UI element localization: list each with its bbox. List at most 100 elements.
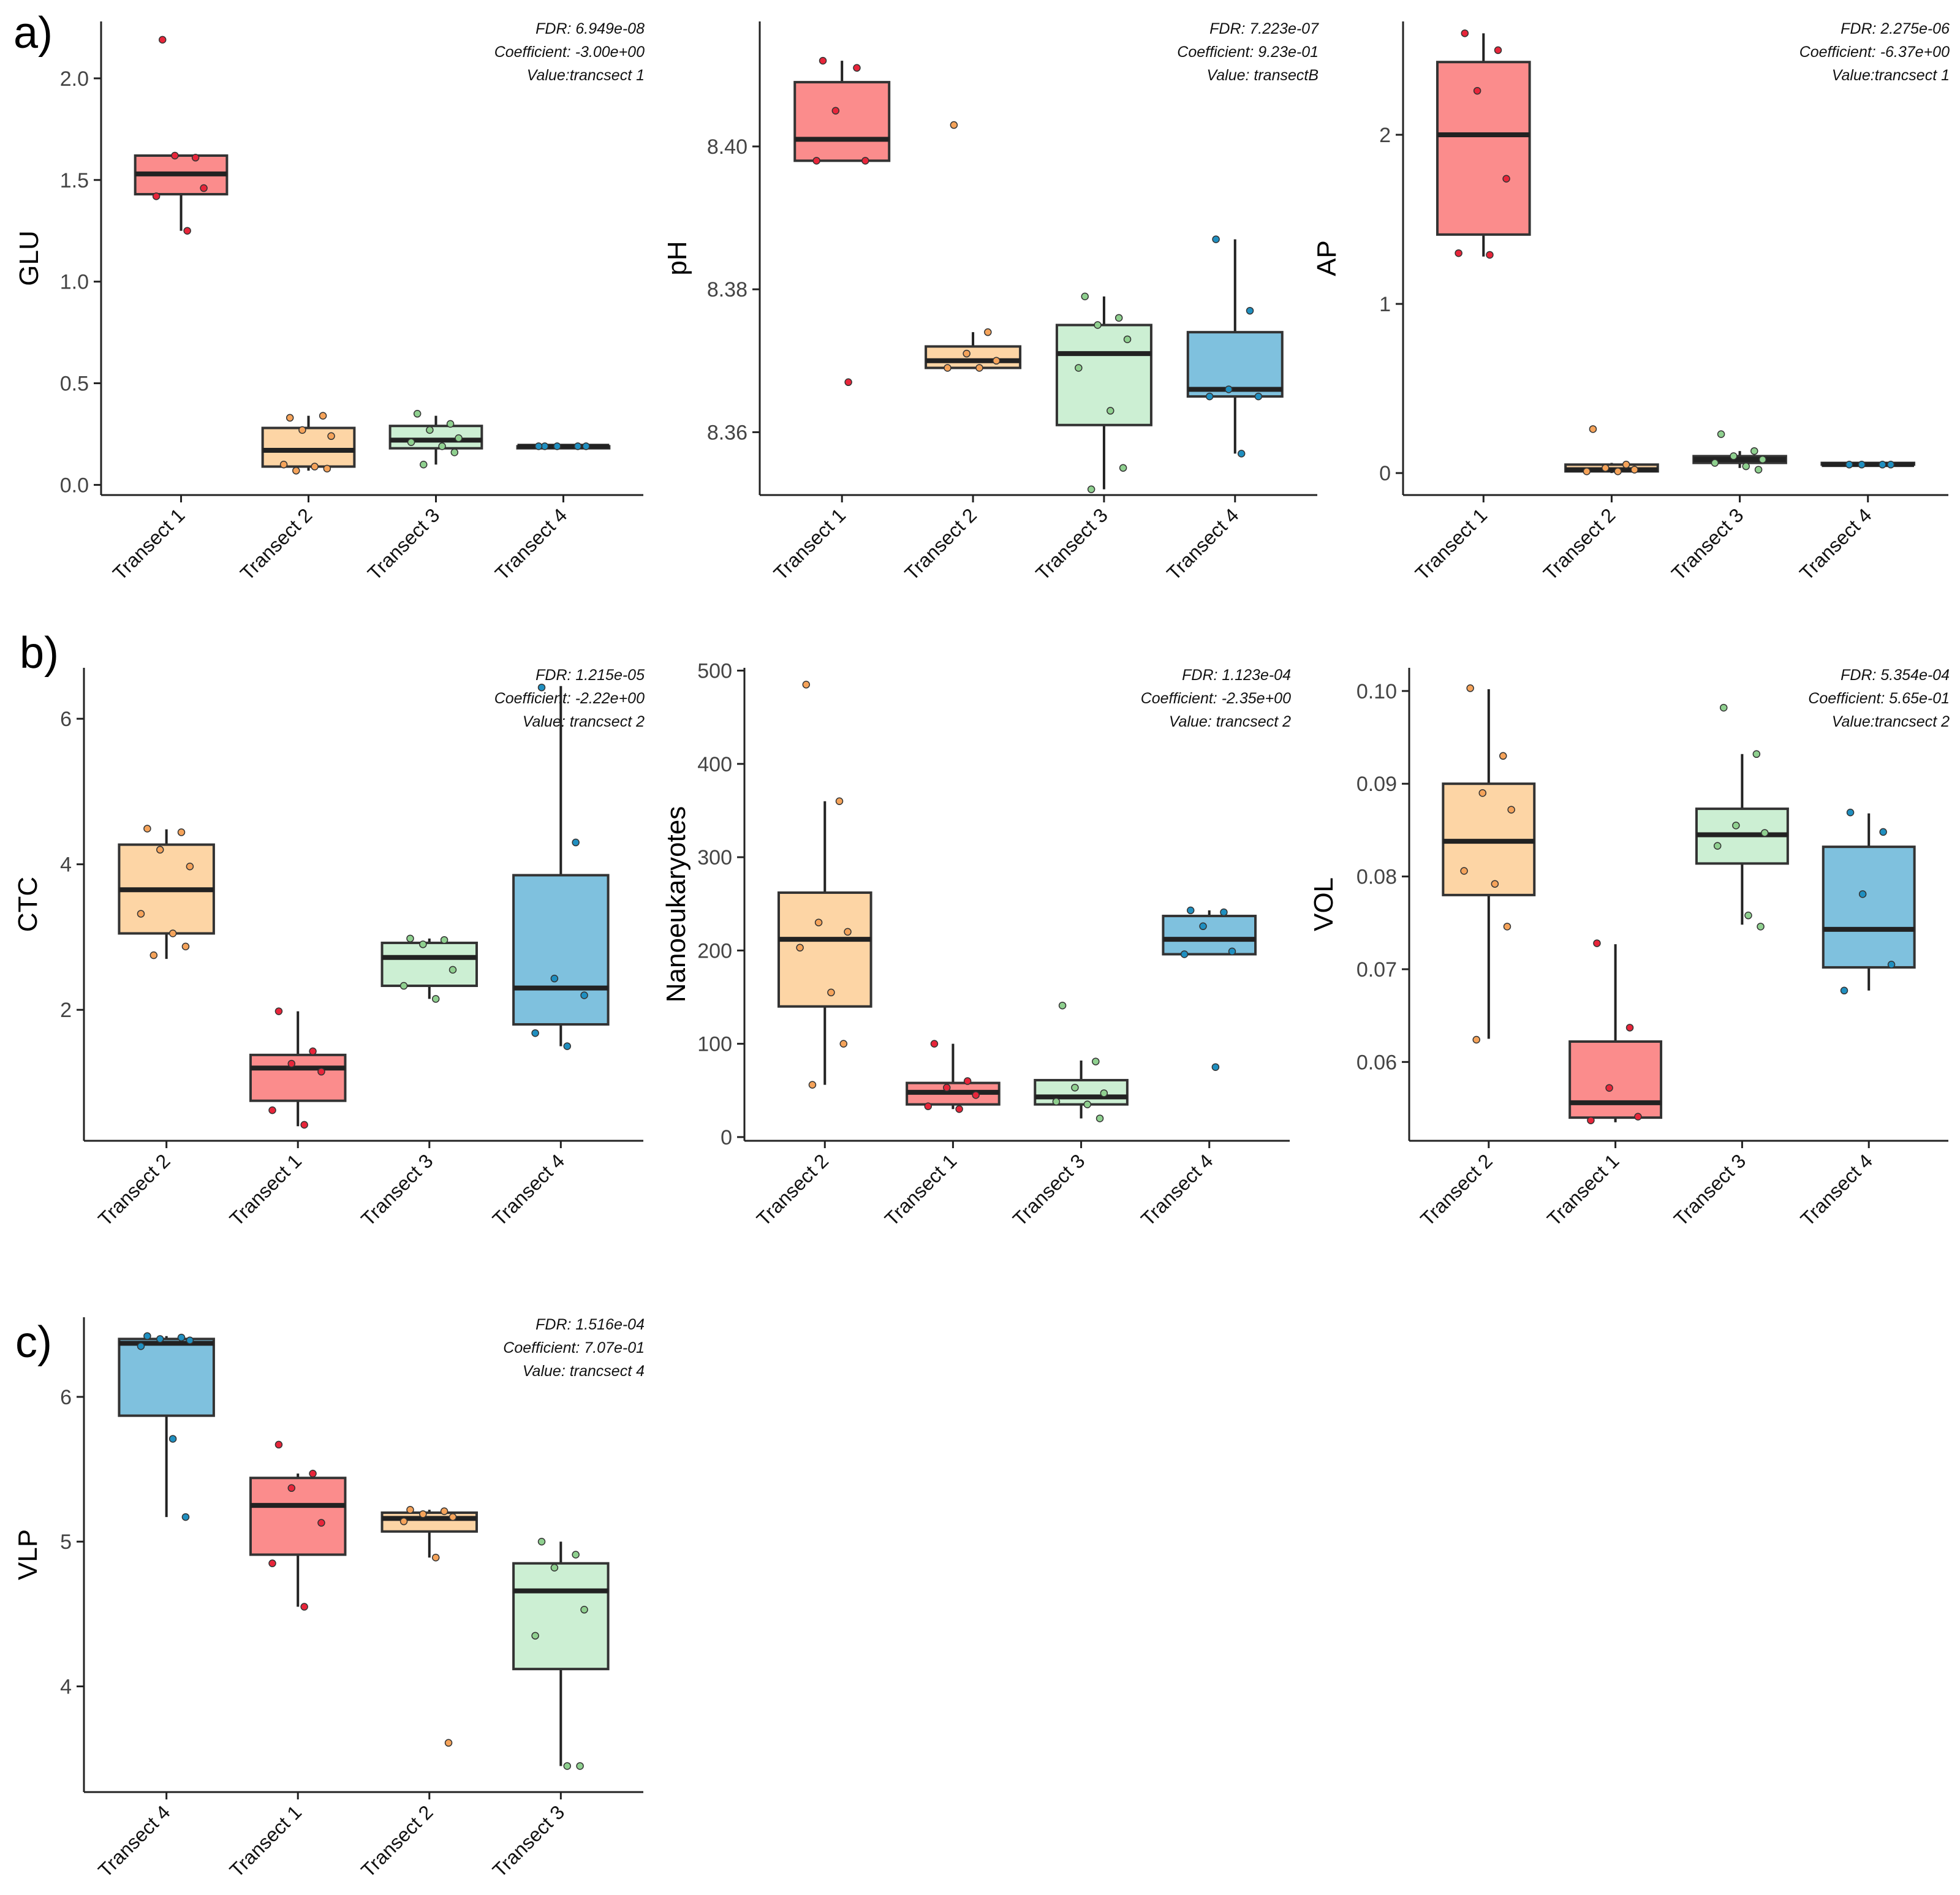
data-point: [137, 1342, 145, 1350]
x-tick-label: Transect 1: [108, 504, 189, 584]
data-point: [1205, 392, 1214, 401]
y-tick-label: 2: [60, 999, 72, 1022]
y-tick-label: 0.07: [1356, 958, 1397, 982]
y-tick-label: 0.0: [60, 474, 89, 497]
data-point: [149, 951, 158, 959]
data-point: [406, 934, 414, 943]
data-point: [191, 154, 200, 162]
x-tick-label: Transect 4: [94, 1801, 175, 1882]
data-point: [950, 121, 958, 129]
data-point: [1123, 335, 1132, 344]
data-point: [1225, 385, 1233, 393]
annotation-line: FDR: 6.949e-08: [535, 20, 645, 37]
plot-nanoeukaryotes: 0 100 200 300 400 500 Nanoeukaryotes FDR: 1.123…: [661, 660, 1291, 1230]
annotation-line: Value:trancsect 2: [1832, 713, 1950, 730]
annotation-line: Coefficient: -2.35e+00: [1141, 690, 1291, 707]
data-point: [861, 157, 869, 165]
annotation-line: FDR: 1.123e-04: [1182, 667, 1291, 684]
x-tick-label: Transect 3: [1667, 504, 1748, 584]
data-point: [1455, 249, 1462, 257]
x-tick-label: Transect 2: [357, 1801, 437, 1882]
data-point: [1186, 906, 1195, 915]
x-tick-label: Transect 3: [1670, 1149, 1750, 1230]
data-point: [287, 1484, 296, 1492]
panel-letter-b: b): [20, 629, 59, 678]
data-point: [323, 464, 331, 473]
data-point: [812, 157, 820, 165]
data-point: [582, 442, 590, 450]
data-point: [311, 463, 319, 471]
annotation-line: Value: transectB: [1206, 67, 1319, 84]
box-body: [380, 1511, 479, 1533]
box-transect-4: [118, 1332, 215, 1521]
y-axis-label: pH: [662, 241, 692, 275]
data-point: [1605, 1084, 1613, 1092]
data-point: [534, 442, 543, 450]
data-point: [1887, 961, 1896, 969]
y-tick-label: 400: [697, 753, 732, 776]
data-point: [1466, 684, 1474, 692]
x-tick-label: Transect 1: [1411, 504, 1492, 584]
data-point: [406, 1506, 414, 1514]
data-point: [1092, 1057, 1100, 1065]
data-point: [796, 944, 804, 952]
data-point: [168, 929, 177, 937]
data-point: [572, 1551, 580, 1559]
data-point: [573, 442, 582, 450]
data-point: [1473, 86, 1481, 95]
data-point: [399, 1517, 408, 1526]
data-point: [844, 928, 852, 936]
data-point: [309, 1469, 317, 1478]
data-point: [963, 1077, 972, 1085]
box-body: [512, 874, 610, 1026]
data-point: [1494, 46, 1502, 55]
data-point: [924, 1102, 933, 1110]
annotation-line: Coefficient: 7.07e-01: [503, 1339, 645, 1356]
x-tick-label: Transect 4: [488, 1149, 569, 1230]
y-tick-label: 4: [60, 1676, 72, 1699]
data-point: [1879, 461, 1886, 469]
plot-ap: 0 1 2 AP FDR: 2.275e-06 Coefficient: -6.37e+0…: [1312, 20, 1950, 584]
data-point: [431, 995, 440, 1003]
y-tick-label: 500: [697, 660, 732, 683]
data-point: [808, 1081, 817, 1089]
x-tick-label: Transect 2: [1539, 504, 1620, 584]
data-point: [152, 192, 161, 200]
box-transect-1: [1568, 939, 1663, 1124]
data-point: [1211, 1063, 1220, 1071]
box-transect-2: [380, 1506, 479, 1747]
data-point: [580, 1606, 588, 1614]
data-point: [1717, 430, 1725, 438]
annotation-line: FDR: 7.223e-07: [1209, 20, 1319, 37]
annotation-line: Coefficient: 9.23e-01: [1177, 43, 1319, 61]
data-point: [399, 982, 408, 990]
data-point: [1083, 1100, 1091, 1108]
data-point: [171, 151, 179, 160]
data-point: [853, 64, 861, 72]
data-point: [1478, 789, 1486, 797]
box-transect-4: [512, 683, 610, 1050]
y-tick-label: 0.5: [60, 373, 89, 396]
box-transect-4: [1820, 461, 1916, 469]
y-tick-label: 200: [697, 939, 732, 963]
x-tick-label: Transect 3: [1008, 1149, 1089, 1230]
box-body: [380, 941, 479, 988]
data-point: [186, 1336, 194, 1345]
data-point: [292, 466, 300, 475]
data-point: [1730, 452, 1738, 460]
data-point: [446, 420, 455, 428]
box-body: [261, 426, 356, 468]
box-transect-1: [134, 36, 229, 235]
data-point: [177, 1333, 186, 1342]
x-tick-label: Transect 3: [357, 1149, 437, 1230]
data-point: [1750, 447, 1758, 455]
box-body: [1436, 61, 1531, 236]
x-tick-label: Transect 4: [1137, 1149, 1217, 1230]
data-point: [319, 412, 327, 420]
data-point: [1602, 464, 1610, 472]
data-point: [943, 1083, 951, 1092]
data-point: [1212, 235, 1220, 243]
data-point: [440, 936, 448, 944]
data-point: [309, 1047, 317, 1056]
box-transect-1: [249, 1440, 347, 1611]
